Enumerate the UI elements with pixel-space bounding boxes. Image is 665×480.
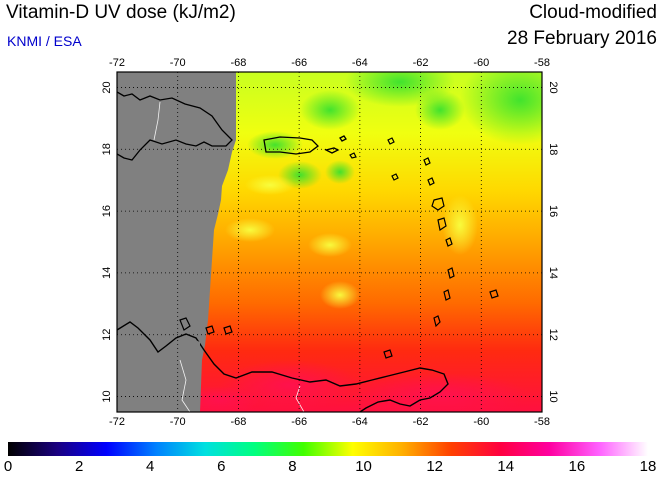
lon-tick-label-top: -60 <box>473 57 489 69</box>
credit-label: KNMI / ESA <box>7 33 82 49</box>
colorbar-tick-label: 6 <box>217 458 226 475</box>
lon-tick-label-bottom: -64 <box>352 416 368 428</box>
colorbar-tick-label: 0 <box>3 458 13 475</box>
lon-tick-label-bottom: -70 <box>170 416 186 428</box>
lat-tick-label-left: 12 <box>101 329 113 341</box>
lon-tick-label-bottom: -62 <box>413 416 429 428</box>
lon-tick-label-bottom: -66 <box>291 416 307 428</box>
lon-tick-label-bottom: -58 <box>534 416 550 428</box>
colorbar-tick-label: 10 <box>355 458 372 475</box>
lat-tick-label-right: 16 <box>547 205 559 217</box>
lon-tick-label-bottom: -72 <box>109 416 125 428</box>
lon-tick-label-top: -70 <box>170 57 186 69</box>
lat-tick-label-right: 10 <box>547 390 559 402</box>
lat-tick-label-left: 14 <box>101 267 113 279</box>
map-title: Vitamin-D UV dose (kJ/m2) <box>6 2 236 23</box>
colorbar-tick-label: 16 <box>568 458 586 475</box>
lon-tick-label-top: -72 <box>109 57 125 69</box>
lat-tick-label-left: 18 <box>101 143 113 155</box>
lon-tick-label-bottom: -68 <box>230 416 246 428</box>
colorbar-tick-label: 8 <box>288 458 297 475</box>
dose-field <box>117 72 542 412</box>
lat-tick-label-right: 14 <box>547 267 559 279</box>
date-label: 28 February 2016 <box>507 28 657 49</box>
lat-tick-label-left: 20 <box>101 81 113 93</box>
lat-tick-label-right: 12 <box>547 329 559 341</box>
colorbar-tick-label: 2 <box>74 458 84 475</box>
lon-tick-label-top: -66 <box>291 57 307 69</box>
lon-tick-label-top: -58 <box>534 57 550 69</box>
lat-tick-label-left: 16 <box>101 205 113 217</box>
lon-tick-label-top: -64 <box>352 57 368 69</box>
colorbar-tick-label: 14 <box>497 458 515 475</box>
colorbar-tick-label: 18 <box>639 458 657 475</box>
lat-tick-label-right: 18 <box>547 143 559 155</box>
colorbar <box>8 442 648 456</box>
lon-tick-label-top: -68 <box>230 57 246 69</box>
lat-tick-label-left: 10 <box>101 390 113 402</box>
lon-tick-label-top: -62 <box>413 57 429 69</box>
product-label: Cloud-modified <box>529 2 657 23</box>
axis-ticks: -72 -72 -70 -70 -68 -68 -66 -66 -64 -64 -62 -62 -60 -… <box>101 57 559 428</box>
lat-tick-label-right: 20 <box>547 81 559 93</box>
lon-tick-label-bottom: -60 <box>473 416 489 428</box>
plot-frame <box>116 71 543 413</box>
colorbar-tick-label: 4 <box>146 458 155 475</box>
colorbar-tick-label: 12 <box>426 458 443 475</box>
